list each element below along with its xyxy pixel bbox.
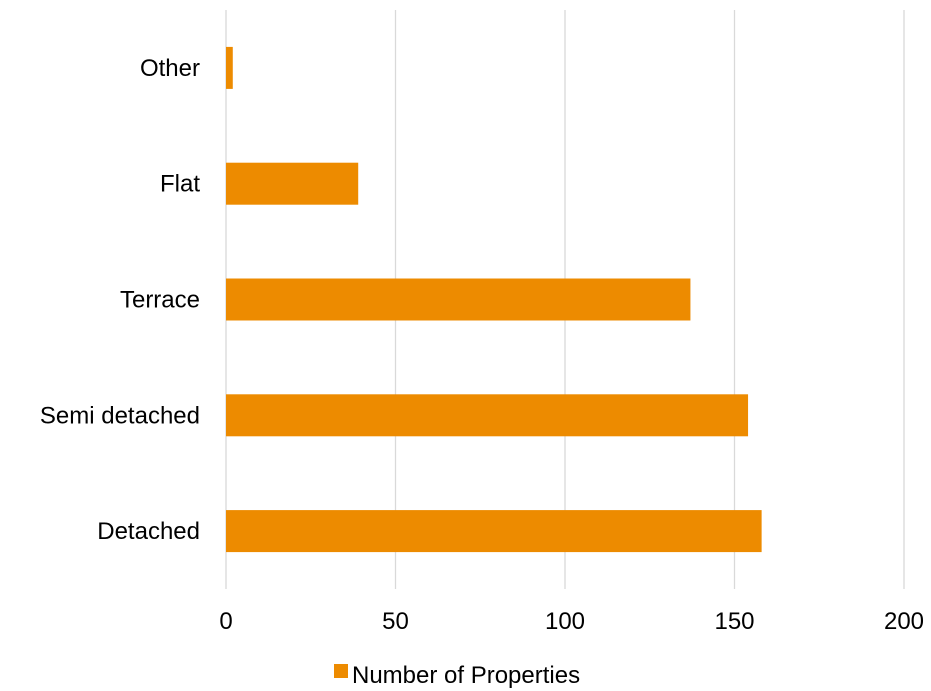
category-label: Other: [140, 55, 200, 82]
x-tick-label: 100: [545, 608, 585, 635]
category-label: Semi detached: [40, 402, 200, 429]
bar-flat: [226, 162, 359, 205]
legend: Number of Properties: [334, 662, 580, 689]
bar-semi-detached: [226, 394, 749, 437]
category-label: Detached: [97, 518, 200, 545]
bar-terrace: [226, 278, 691, 321]
x-tick-label: 50: [382, 608, 409, 635]
category-label: Flat: [160, 171, 200, 198]
x-tick-labels: 0 50 100 150 200: [219, 608, 924, 635]
x-tick-label: 200: [884, 608, 924, 635]
x-tick-label: 0: [219, 608, 232, 635]
category-labels: Other Flat Terrace Semi detached Detached: [40, 55, 200, 545]
legend-swatch: [334, 664, 348, 678]
bar-other: [226, 46, 233, 89]
bars: [226, 46, 762, 553]
bar-detached: [226, 510, 762, 553]
x-tick-label: 150: [714, 608, 754, 635]
legend-label: Number of Properties: [352, 662, 580, 689]
category-label: Terrace: [120, 287, 200, 314]
